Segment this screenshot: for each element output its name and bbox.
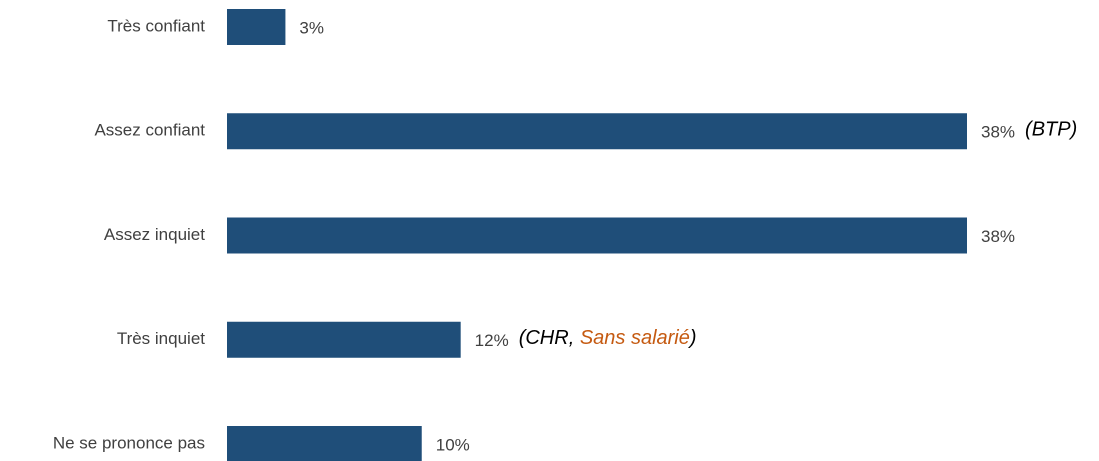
- category-label: Très confiant: [107, 16, 205, 35]
- value-label: 12%: [475, 331, 509, 350]
- category-label: Assez confiant: [94, 121, 205, 140]
- annotation: (BTP): [1025, 119, 1077, 141]
- annotation: (CHR, Sans salarié): [519, 327, 697, 349]
- category-label: Très inquiet: [117, 329, 205, 348]
- bar: [227, 9, 286, 45]
- bar: [227, 217, 967, 254]
- annotation-part: Sans salarié: [580, 327, 690, 349]
- bar: [227, 113, 967, 150]
- annotation-part: (BTP): [1025, 119, 1077, 141]
- category-label: Assez inquiet: [104, 225, 205, 244]
- annotation-part: (CHR,: [519, 327, 580, 349]
- bar: [227, 426, 422, 461]
- value-label: 10%: [436, 435, 470, 454]
- category-label: Ne se prononce pas: [53, 433, 205, 452]
- annotation-part: ): [688, 327, 697, 349]
- value-label: 38%: [981, 123, 1015, 142]
- value-label: 38%: [981, 227, 1015, 246]
- value-label: 3%: [299, 18, 324, 37]
- bar: [227, 321, 461, 358]
